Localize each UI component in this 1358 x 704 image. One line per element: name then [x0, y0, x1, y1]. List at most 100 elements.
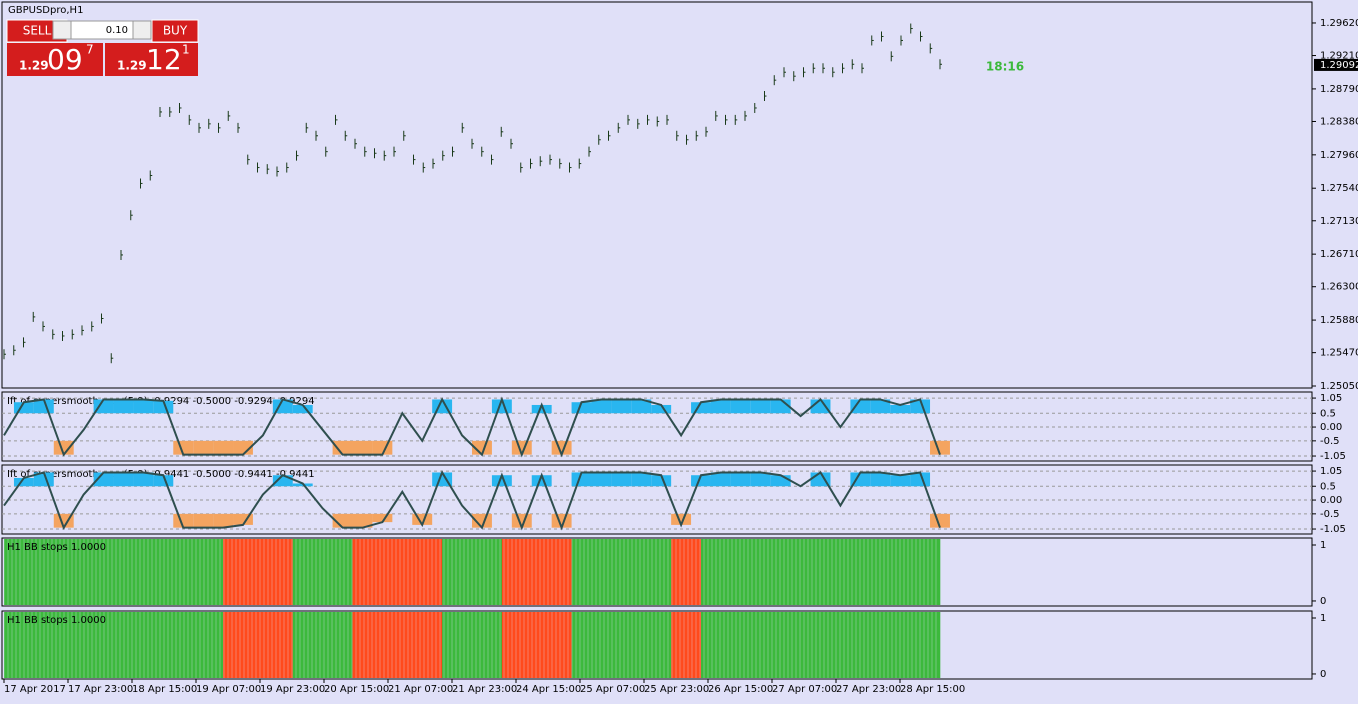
bb-bar [790, 612, 801, 678]
y-tick-label: 1.29620 [1320, 18, 1358, 29]
bb-bar [770, 612, 781, 678]
bb-bar [262, 612, 274, 678]
bb-bar [890, 612, 901, 678]
osc-hist-down [930, 513, 950, 528]
time-label: 19 Apr 07:00 [196, 684, 261, 695]
osc-hist-up [531, 404, 552, 414]
bb-bar [382, 612, 393, 678]
bb-bar [93, 612, 104, 678]
bb-bar [681, 539, 692, 605]
bb-bar [730, 612, 742, 678]
bb-bar [203, 612, 214, 678]
y-tick-label: 1.27960 [1320, 150, 1358, 161]
bb-bar [810, 612, 821, 678]
osc-hist-down [352, 440, 373, 455]
bb-bar [521, 612, 533, 678]
osc-hist-down [372, 513, 393, 523]
bb-frame [1, 610, 1313, 680]
bb-label: H1 BB stops 1.0000 [7, 542, 106, 553]
bb-bar [740, 539, 752, 605]
bb-bar [900, 612, 911, 678]
bb-bar [73, 612, 84, 678]
y-tick-label: 1.26300 [1320, 282, 1358, 293]
bb-bar [531, 539, 543, 605]
bb-bar [133, 539, 144, 605]
y-tick-label: 0 [1320, 596, 1326, 607]
bb-bar [501, 539, 513, 605]
bb-bar [312, 539, 323, 605]
osc-hist-up [631, 399, 652, 414]
bb-bar [63, 612, 75, 678]
osc-hist-up [710, 399, 731, 414]
y-tick-label: 0.5 [1320, 481, 1336, 492]
y-tick-label: 0.5 [1320, 408, 1336, 419]
bb-bar [800, 612, 811, 678]
bb-bar [103, 612, 114, 678]
bb-bar [671, 612, 682, 678]
osc-hist-up [710, 472, 731, 487]
osc-hist-up [292, 404, 313, 414]
time-label: 25 Apr 07:00 [580, 684, 645, 695]
osc-hist-up [153, 475, 174, 487]
bid-box[interactable] [7, 43, 103, 76]
bb-bar [213, 612, 224, 678]
bb-bar [163, 539, 174, 605]
bb-bar [770, 539, 781, 605]
osc-hist-up [153, 400, 174, 414]
bb-bar [43, 612, 55, 678]
osc-line [3, 470, 941, 531]
bb-bar [730, 539, 742, 605]
y-tick-label: 0.00 [1320, 422, 1342, 433]
bb-bar [123, 539, 134, 605]
bb-bar [402, 539, 413, 605]
y-tick-label: 1.25470 [1320, 348, 1358, 359]
bb-bar [531, 612, 543, 678]
time-label: 17 Apr 23:00 [68, 684, 133, 695]
bb-bar [481, 539, 493, 605]
bb-bar [302, 539, 313, 605]
bb-bar [910, 612, 921, 678]
buy-button[interactable] [151, 19, 199, 43]
y-tick-label: 0.00 [1320, 495, 1342, 506]
bb-bar [63, 539, 75, 605]
time-label: 19 Apr 23:00 [260, 684, 325, 695]
osc-hist-up [651, 475, 672, 487]
y-tick-label: 1.25050 [1320, 381, 1358, 392]
bb-bar [402, 612, 413, 678]
time-label: 25 Apr 23:00 [644, 684, 709, 695]
bb-bar [571, 539, 582, 605]
bb-bar [153, 539, 164, 605]
osc-hist-up [272, 475, 293, 487]
bb-bar [462, 539, 473, 605]
bb-bar [591, 539, 602, 605]
bb-bar [292, 539, 304, 605]
bb-bar [193, 612, 204, 678]
lot-up[interactable] [132, 20, 152, 40]
bb-bar [511, 539, 523, 605]
bb-bar [760, 612, 772, 678]
osc-hist-down [671, 513, 692, 525]
bb-bar [312, 612, 323, 678]
bb-bar [372, 539, 383, 605]
lot-down[interactable] [52, 20, 72, 40]
bb-bar [491, 539, 503, 605]
osc-hist-up [870, 472, 891, 487]
y-tick-label: 1 [1320, 613, 1326, 624]
bb-bar [551, 539, 562, 605]
osc-hist-down [332, 440, 353, 455]
time-label: 20 Apr 15:00 [324, 684, 389, 695]
current-price: 1.29092 [1320, 60, 1358, 71]
bb-bar [4, 539, 15, 605]
bb-bar [710, 612, 722, 678]
ask-box[interactable] [105, 43, 198, 76]
time-label: 24 Apr 15:00 [516, 684, 581, 695]
osc-hist-up [890, 475, 911, 487]
bb-bar [571, 612, 582, 678]
osc-line [3, 396, 941, 458]
bb-bar [213, 539, 224, 605]
bb-bar [282, 539, 294, 605]
bb-bar [272, 539, 284, 605]
y-tick-label: -1.05 [1320, 524, 1346, 535]
osc-hist-up [591, 472, 612, 487]
